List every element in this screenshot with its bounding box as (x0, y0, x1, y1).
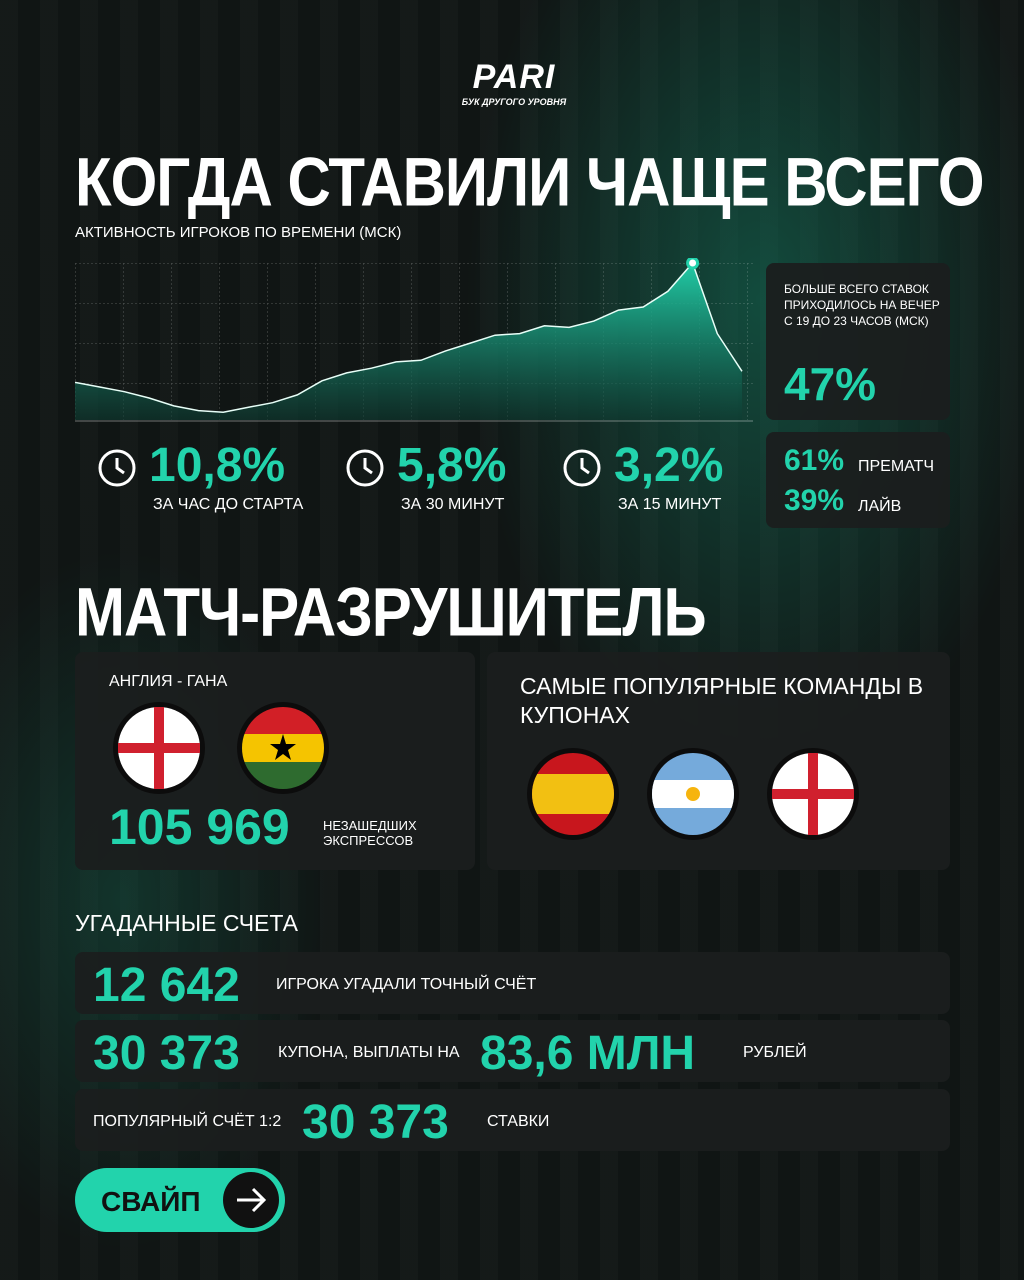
score-value: 30 373 (302, 1096, 449, 1149)
logo-tagline: БУК ДРУГОГО УРОВНЯ (461, 97, 567, 107)
split-label: ЛАЙВ (858, 498, 902, 515)
area-fill (75, 263, 742, 420)
peak-value: 47% (784, 358, 877, 410)
score-value: 30 373 (93, 1027, 240, 1080)
flag-argentina (647, 748, 739, 840)
score-row: ПОПУЛЯРНЫЙ СЧЁТ 1:2 30 373 СТАВКИ (75, 1089, 950, 1151)
match-name: АНГЛИЯ - ГАНА (109, 673, 228, 690)
timing-value: 5,8% (397, 439, 507, 492)
timing-label: ЗА 15 МИНУТ (618, 496, 722, 513)
timing-value: 10,8% (149, 439, 286, 492)
match-value: 105 969 (109, 799, 290, 855)
split-card: 61% ПРЕМАТЧ 39% ЛАЙВ (766, 432, 950, 528)
score-suffix: СТАВКИ (487, 1113, 550, 1130)
score-row: 12 642 ИГРОКА УГАДАЛИ ТОЧНЫЙ СЧЁТ (75, 952, 950, 1014)
score-label: ПОПУЛЯРНЫЙ СЧЁТ 1:2 (93, 1113, 282, 1130)
payout-value: 83,6 МЛН (480, 1027, 696, 1080)
section-title: КОГДА СТАВИЛИ ЧАЩЕ ВСЕГО (75, 143, 985, 221)
timing-value: 3,2% (614, 439, 724, 492)
match-label: НЕЗАШЕДШИХ ЭКСПРЕССОВ (323, 818, 417, 848)
split-value: 61% (784, 444, 845, 477)
teams-title: САМЫЕ ПОПУЛЯРНЫЕ КОМАНДЫ В КУПОНАХ (520, 673, 924, 728)
flag-england (113, 702, 205, 794)
peak-text: БОЛЬШЕ ВСЕГО СТАВОК ПРИХОДИЛОСЬ НА ВЕЧЕР… (784, 282, 940, 328)
flag-ghana (237, 702, 329, 794)
swipe-button[interactable]: СВАЙП (75, 1168, 285, 1232)
clock-icon (563, 449, 601, 487)
timing-label: ЗА ЧАС ДО СТАРТА (153, 496, 304, 513)
timing-label: ЗА 30 МИНУТ (401, 496, 505, 513)
payout-label: РУБЛЕЙ (743, 1044, 807, 1061)
section-subtitle: АКТИВНОСТЬ ИГРОКОВ ПО ВРЕМЕНИ (МСК) (75, 224, 402, 241)
score-label: ИГРОКА УГАДАЛИ ТОЧНЫЙ СЧЁТ (276, 976, 537, 993)
scores-title: УГАДАННЫЕ СЧЕТА (75, 910, 299, 936)
timing-stats: 10,8% ЗА ЧАС ДО СТАРТА 5,8% ЗА 30 МИНУТ 3,2%… (75, 428, 753, 524)
section-title: МАТЧ-РАЗРУШИТЕЛЬ (75, 573, 707, 651)
clock-icon (346, 449, 384, 487)
match-card: АНГЛИЯ - ГАНА 105 969 НЕЗАШЕДШИХ ЭКСПРЕС… (75, 652, 475, 870)
split-value: 39% (784, 484, 845, 517)
score-label: КУПОНА, ВЫПЛАТЫ НА (278, 1044, 460, 1061)
area-line (75, 261, 743, 413)
swipe-arrow (223, 1172, 279, 1228)
clock-icon (98, 449, 136, 487)
peak-card: БОЛЬШЕ ВСЕГО СТАВОК ПРИХОДИЛОСЬ НА ВЕЧЕР… (766, 263, 950, 420)
activity-chart (75, 258, 753, 422)
flag-england (767, 748, 859, 840)
peak-dot (686, 258, 700, 270)
swipe-label: СВАЙП (101, 1186, 201, 1217)
flag-spain (527, 748, 619, 840)
logo: PARI БУК ДРУГОГО УРОВНЯ (452, 58, 576, 107)
score-row: 30 373 КУПОНА, ВЫПЛАТЫ НА 83,6 МЛН РУБЛЕ… (75, 1020, 950, 1082)
split-label: ПРЕМАТЧ (858, 458, 935, 475)
teams-card: САМЫЕ ПОПУЛЯРНЫЕ КОМАНДЫ В КУПОНАХ (487, 652, 950, 870)
score-value: 12 642 (93, 959, 240, 1012)
logo-brand: PARI (472, 58, 556, 96)
